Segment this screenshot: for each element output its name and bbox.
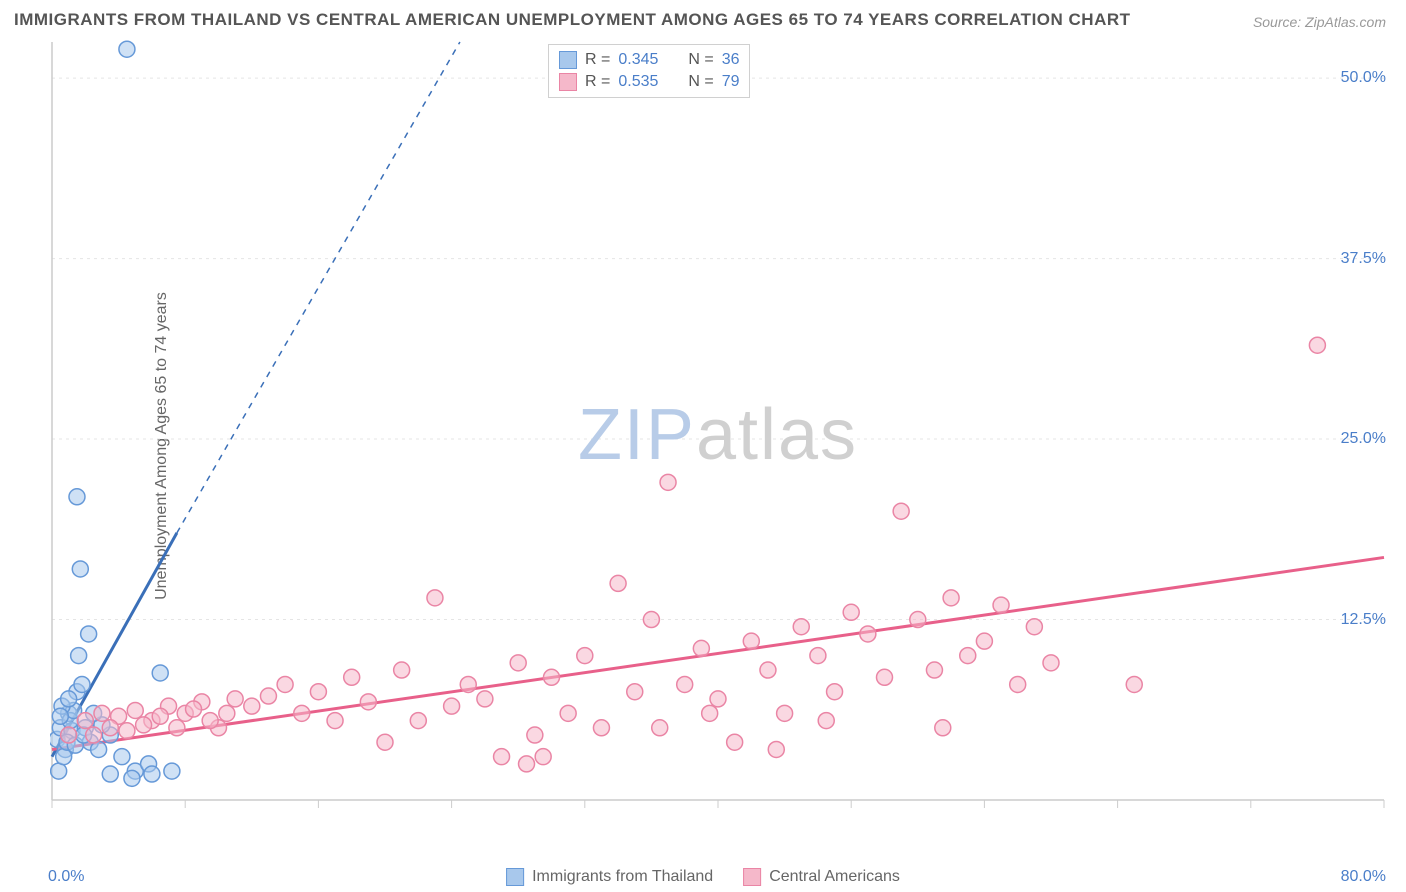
correlation-legend-row-1: R = 0.345 N = 36: [559, 49, 739, 71]
n-value-central-american: 79: [722, 73, 740, 91]
chart-title: IMMIGRANTS FROM THAILAND VS CENTRAL AMER…: [14, 10, 1131, 30]
chart-source: Source: ZipAtlas.com: [1253, 14, 1386, 30]
n-label: N =: [688, 51, 713, 69]
chart-container: IMMIGRANTS FROM THAILAND VS CENTRAL AMER…: [0, 0, 1406, 892]
series-legend-item-thailand: Immigrants from Thailand: [506, 868, 713, 886]
y-tick-label: 37.5%: [1341, 250, 1386, 268]
y-tick-label: 50.0%: [1341, 69, 1386, 87]
y-tick-label: 25.0%: [1341, 430, 1386, 448]
legend-swatch-central-american-icon: [743, 868, 761, 886]
x-axis-min-label: 0.0%: [48, 868, 84, 886]
r-label: R =: [585, 51, 610, 69]
correlation-legend-row-2: R = 0.535 N = 79: [559, 71, 739, 93]
y-tick-label: 12.5%: [1341, 611, 1386, 629]
x-axis-max-label: 80.0%: [1341, 868, 1386, 886]
legend-swatch-thailand: [559, 51, 577, 69]
scatter-plot-svg: [50, 40, 1386, 830]
n-value-thailand: 36: [722, 51, 740, 69]
series-legend: Immigrants from Thailand Central America…: [506, 868, 900, 886]
plot-area: ZIPatlas: [50, 40, 1386, 830]
legend-swatch-central-american: [559, 73, 577, 91]
correlation-legend: R = 0.345 N = 36 R = 0.535 N = 79: [548, 44, 750, 98]
r-label: R =: [585, 73, 610, 91]
series-label-central-american: Central Americans: [769, 868, 900, 886]
series-legend-item-central-american: Central Americans: [743, 868, 900, 886]
legend-swatch-thailand-icon: [506, 868, 524, 886]
r-value-central-american: 0.535: [618, 73, 670, 91]
r-value-thailand: 0.345: [618, 51, 670, 69]
n-label: N =: [688, 73, 713, 91]
series-label-thailand: Immigrants from Thailand: [532, 868, 713, 886]
